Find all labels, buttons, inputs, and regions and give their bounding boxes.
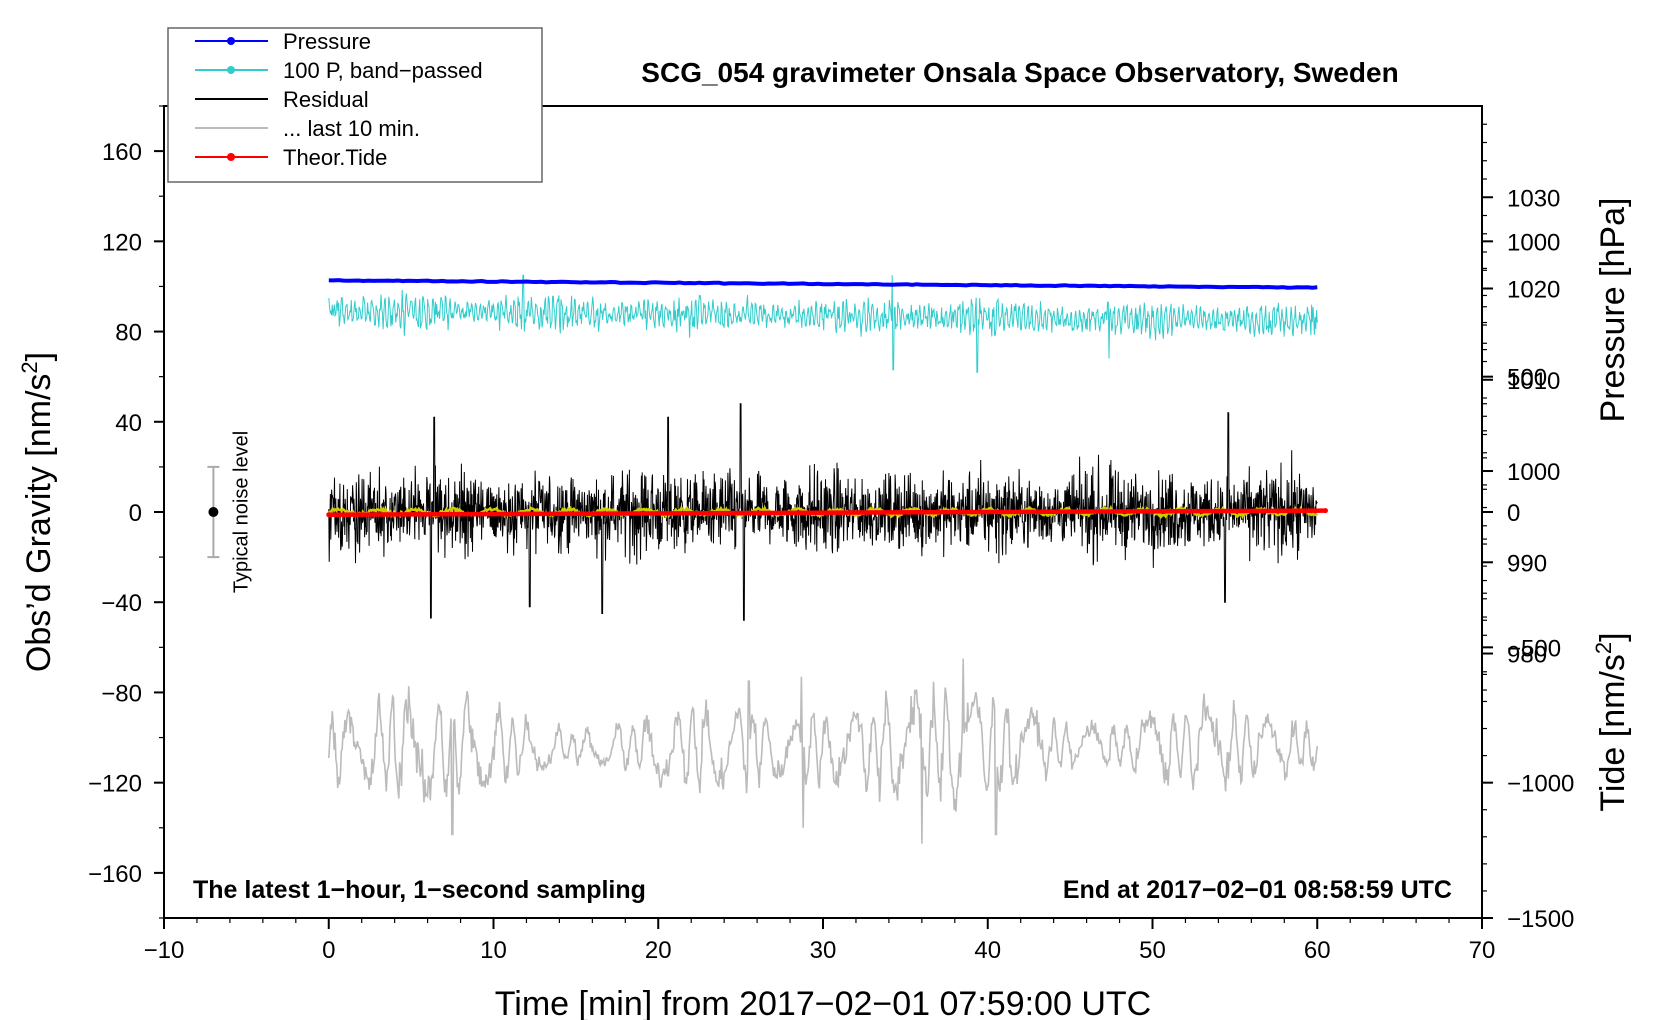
series-layer	[326, 274, 1328, 844]
y-tide-tick-label: −1000	[1507, 771, 1574, 798]
x-tick-label: 0	[322, 937, 335, 964]
chart-title: SCG_054 gravimeter Onsala Space Observat…	[641, 57, 1398, 88]
bandpassed-pressure-series-line	[328, 274, 1318, 373]
y-left-tick-label: 120	[102, 229, 142, 256]
annotation-end-time: End at 2017−02−01 08:58:59 UTC	[1063, 876, 1452, 904]
noise-level-label: Typical noise level	[230, 431, 252, 593]
x-tick-label: 70	[1469, 937, 1496, 964]
x-axis-label: Time [min] from 2017−02−01 07:59:00 UTC	[495, 985, 1151, 1020]
legend-entry-label: ... last 10 min.	[283, 116, 420, 141]
y-pressure-tick-label: 1020	[1507, 277, 1560, 304]
y-left-tick-label: −80	[101, 680, 142, 707]
y-axis-pressure-label: Pressure [hPa]	[1594, 198, 1632, 423]
x-tick-label: 50	[1139, 937, 1166, 964]
legend-entry-label: 100 P, band−passed	[283, 58, 483, 83]
y-left-tick-label: 160	[102, 139, 142, 166]
y-pressure-tick-label: 990	[1507, 550, 1547, 577]
y-tide-tick-label: 0	[1507, 500, 1520, 527]
legend-swatch-marker	[227, 153, 235, 161]
annotation-sampling: The latest 1−hour, 1−second sampling	[193, 876, 646, 904]
noise-center-dot	[208, 507, 219, 517]
legend-swatch-marker	[227, 37, 235, 45]
y-left-tick-label: 80	[115, 320, 142, 347]
theoretical-tide-series-line	[328, 508, 1326, 517]
y-left-label-text: Obs’d Gravity [nm/s	[20, 374, 58, 673]
noise-level-indicator: Typical noise level	[207, 431, 252, 593]
x-tick-label: 10	[480, 937, 507, 964]
y-left-tick-label: −40	[101, 590, 142, 617]
y-pressure-tick-label: 1010	[1507, 368, 1560, 395]
y-tide-tick-label: 1000	[1507, 229, 1560, 256]
y-pressure-tick-label: 1000	[1507, 459, 1560, 486]
x-tick-label: 30	[810, 937, 837, 964]
residual-series-line	[328, 403, 1318, 621]
x-tick-label: −10	[144, 937, 185, 964]
y-axis-left-label: Obs’d Gravity [nm/s2]	[17, 352, 58, 672]
y-tide-tick-label: −1500	[1507, 906, 1574, 933]
tide-label-text: Tide [nm/s	[1594, 654, 1632, 811]
y-pressure-tick-label: 980	[1507, 642, 1547, 669]
x-tick-label: 40	[974, 937, 1001, 964]
y-pressure-tick-label: 1030	[1507, 185, 1560, 212]
y-left-label-close: ]	[20, 352, 58, 361]
axes-layer: −10 0 10 20 30 40 50 60 7016012080400−40−80−120−…	[88, 105, 1574, 964]
legend-entry-label: Theor.Tide	[283, 145, 387, 170]
tide-label-close: ]	[1594, 632, 1632, 641]
y-left-tick-label: −160	[88, 861, 142, 888]
y-left-label-sup: 2	[17, 361, 42, 373]
tide-end-marker	[1322, 508, 1328, 514]
legend-entry-label: Residual	[283, 87, 369, 112]
tide-label-sup: 2	[1591, 642, 1616, 654]
legend: Pressure 100 P, band−passed Residual ... la…	[167, 27, 543, 183]
y-tide-tick-label: −500	[1507, 635, 1561, 662]
y-left-tick-label: 40	[115, 410, 142, 437]
pressure-series-line	[328, 278, 1318, 290]
x-tick-label: 20	[645, 937, 672, 964]
legend-swatch-marker	[227, 66, 235, 74]
y-left-tick-label: −120	[88, 771, 142, 798]
tide-start-marker	[326, 512, 332, 518]
legend-entry-label: Pressure	[283, 29, 371, 54]
last-10-min-series-line	[328, 658, 1319, 844]
y-left-tick-label: 0	[129, 500, 142, 527]
y-tide-tick-label: 500	[1507, 365, 1547, 392]
y-axis-tide-label: Tide [nm/s2]	[1591, 632, 1632, 811]
x-tick-label: 60	[1304, 937, 1331, 964]
